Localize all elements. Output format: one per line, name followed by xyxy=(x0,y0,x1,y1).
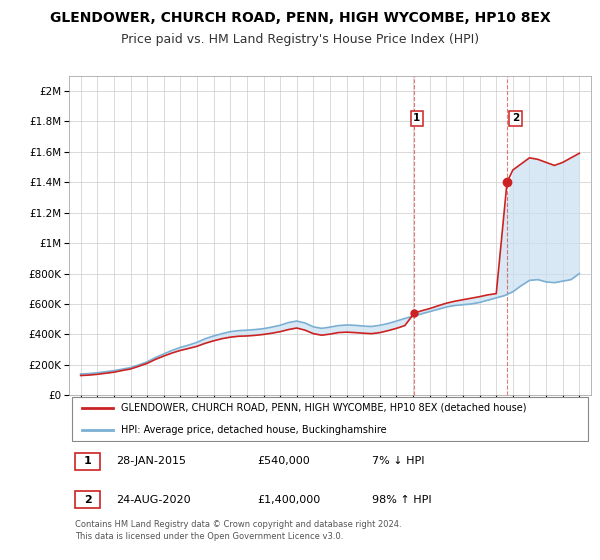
Text: 1: 1 xyxy=(413,113,421,123)
Text: £1,400,000: £1,400,000 xyxy=(257,495,320,505)
Text: 24-AUG-2020: 24-AUG-2020 xyxy=(116,495,191,505)
Text: 1: 1 xyxy=(84,456,92,466)
Text: HPI: Average price, detached house, Buckinghamshire: HPI: Average price, detached house, Buck… xyxy=(121,424,387,435)
FancyBboxPatch shape xyxy=(71,396,589,441)
Text: Price paid vs. HM Land Registry's House Price Index (HPI): Price paid vs. HM Land Registry's House … xyxy=(121,33,479,46)
FancyBboxPatch shape xyxy=(75,453,100,470)
Text: 28-JAN-2015: 28-JAN-2015 xyxy=(116,456,186,466)
Text: £540,000: £540,000 xyxy=(257,456,310,466)
Text: 98% ↑ HPI: 98% ↑ HPI xyxy=(372,495,431,505)
Text: GLENDOWER, CHURCH ROAD, PENN, HIGH WYCOMBE, HP10 8EX (detached house): GLENDOWER, CHURCH ROAD, PENN, HIGH WYCOM… xyxy=(121,403,527,413)
Text: 2: 2 xyxy=(84,495,92,505)
Text: 2: 2 xyxy=(512,113,519,123)
Text: GLENDOWER, CHURCH ROAD, PENN, HIGH WYCOMBE, HP10 8EX: GLENDOWER, CHURCH ROAD, PENN, HIGH WYCOM… xyxy=(50,11,550,25)
Text: Contains HM Land Registry data © Crown copyright and database right 2024.
This d: Contains HM Land Registry data © Crown c… xyxy=(75,520,402,542)
FancyBboxPatch shape xyxy=(75,491,100,508)
Text: 7% ↓ HPI: 7% ↓ HPI xyxy=(372,456,424,466)
